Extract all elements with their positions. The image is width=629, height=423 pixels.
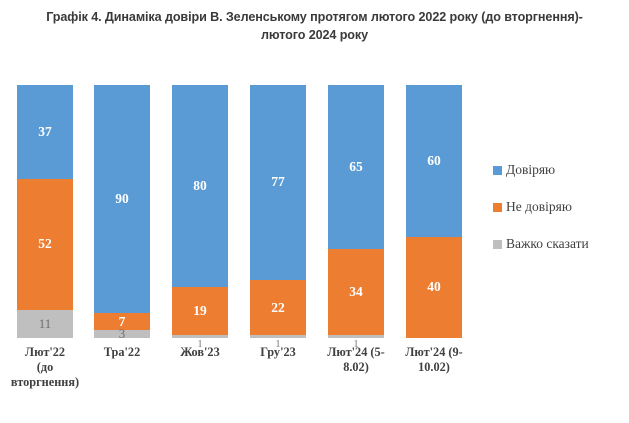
category-label-line: Лют'24 (9- (405, 345, 463, 359)
legend-label: Важко сказати (506, 236, 589, 251)
category-label-line: (до (36, 360, 54, 374)
segment-trust[interactable] (328, 85, 384, 250)
segment-hard[interactable] (328, 335, 384, 338)
category-label: Лют'24 (9- 10.02) (394, 345, 474, 375)
segment-hard[interactable] (94, 330, 150, 338)
segment-trust[interactable] (172, 85, 228, 288)
bar-value-label: 77 (271, 174, 285, 190)
legend-swatch-icon (493, 240, 502, 249)
legend-item[interactable]: Не довіряю (493, 199, 625, 236)
segment-trust[interactable] (406, 85, 462, 237)
chart-legend: Довіряю Не довіряю Важко сказати (493, 162, 625, 273)
bar-value-label: 80 (193, 178, 207, 194)
legend-label: Довіряю (506, 162, 556, 177)
bar-value-label: 90 (115, 190, 129, 206)
bar-value-label: 60 (427, 152, 441, 168)
bar-value-label: 65 (349, 159, 363, 175)
category-label: Лют'24 (5- 8.02) (316, 345, 396, 375)
category-label-line: 8.02) (343, 360, 369, 374)
chart-title-line-1: Графік 4. Динаміка довіри В. Зеленському… (46, 10, 583, 24)
bar-value-label: 1 (197, 338, 203, 350)
segment-trust[interactable] (17, 85, 73, 179)
category-label-line: 10.02) (418, 360, 450, 374)
bar-group[interactable]: 60 40 (406, 85, 462, 338)
bar-value-label: 11 (38, 316, 52, 332)
segment-hard[interactable] (172, 335, 228, 338)
bar-value-label: 40 (427, 279, 441, 295)
bar-value-label: 52 (38, 236, 52, 252)
category-label-line: Гру'23 (260, 345, 296, 359)
category-label: Гру'23 (238, 345, 318, 360)
bar-value-label: 22 (271, 299, 285, 315)
legend-label: Не довіряю (506, 199, 572, 214)
category-label-line: вторгнення) (10, 375, 80, 389)
category-label-line: Тра'22 (103, 345, 141, 359)
bar-value-label: 7 (118, 313, 126, 329)
segment-distrust[interactable] (250, 279, 306, 336)
bar-value-label: 34 (349, 284, 363, 300)
chart-title-line-2: лютого 2024 року (260, 28, 368, 42)
segment-distrust[interactable] (17, 178, 73, 311)
bar-value-label: 19 (193, 303, 207, 319)
legend-swatch-icon (493, 166, 502, 175)
bar-value-label: 1 (275, 338, 281, 350)
segment-hard[interactable] (17, 310, 73, 338)
legend-item[interactable]: Довіряю (493, 162, 625, 199)
bar-group[interactable]: 65 34 1 (328, 85, 384, 350)
legend-swatch-icon (493, 203, 502, 212)
legend-item[interactable]: Важко сказати (493, 236, 625, 273)
category-label-line: Лют'22 (24, 345, 66, 359)
segment-trust[interactable] (94, 85, 150, 313)
plot-area: 37 52 11 90 7 3 80 19 1 77 22 1 65 34 1 60 40 (0, 85, 480, 350)
bar-group[interactable]: 90 7 3 (94, 85, 150, 342)
segment-hard[interactable] (250, 335, 306, 338)
bar-value-label: 37 (38, 123, 52, 139)
chart-title: Графік 4. Динаміка довіри В. Зеленському… (8, 8, 621, 44)
segment-distrust[interactable] (406, 236, 462, 338)
category-label: Жов'23 (160, 345, 240, 360)
bar-group[interactable]: 80 19 1 (172, 85, 228, 350)
segment-distrust[interactable] (94, 312, 150, 331)
bar-value-label: 1 (353, 338, 359, 350)
category-label-line: Жов'23 (180, 345, 220, 359)
bar-group[interactable]: 77 22 1 (250, 85, 306, 350)
category-label: Тра'22 (82, 345, 162, 360)
segment-distrust[interactable] (172, 287, 228, 336)
segment-distrust[interactable] (328, 249, 384, 336)
category-label: Лют'22 (до вторгнення) (5, 345, 85, 390)
bar-group[interactable]: 37 52 11 (17, 85, 73, 338)
segment-trust[interactable] (250, 85, 306, 280)
bar-value-label: 3 (118, 326, 126, 342)
category-label-line: Лют'24 (5- (327, 345, 385, 359)
